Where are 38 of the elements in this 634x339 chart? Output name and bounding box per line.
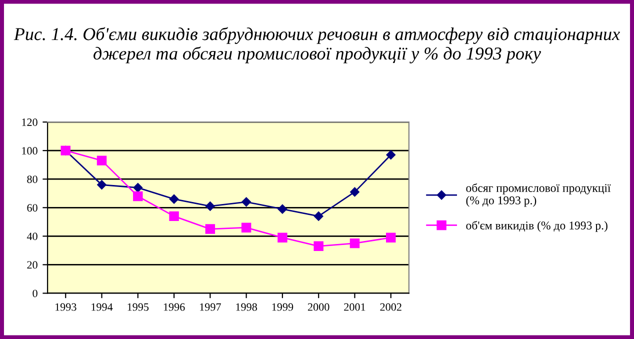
point [278,204,288,214]
point [386,150,396,160]
point [96,156,107,166]
y-tick-label: 120 [22,118,38,126]
point [133,191,143,202]
y-tick-label: 20 [27,261,38,269]
point [205,224,216,234]
x-tick-label: 2002 [380,303,402,311]
point [278,232,288,242]
legend-label: обсяг промислової продукції (% до 1993 р.) [466,183,611,207]
point [386,232,396,242]
y-tick-label: 40 [26,232,38,240]
y-tick-label: 100 [22,147,38,155]
x-tick-label: 1999 [272,303,294,311]
x-tick-label: 1997 [200,303,221,311]
point [314,212,324,221]
point [350,238,360,248]
point [350,187,360,197]
y-tick-label: 0 [32,290,38,298]
x-tick-label: 1993 [55,303,76,311]
x-tick-label: 2000 [308,303,330,311]
x-tick-label: 1994 [92,303,113,311]
legend-label: об'єм викидів (% до 1993 р.) [466,220,608,232]
point [169,211,179,222]
point [169,194,179,204]
point [206,202,215,211]
point [133,183,143,192]
point [314,241,324,252]
point [97,180,106,190]
x-tick-label: 1995 [128,303,149,311]
point [242,197,251,207]
y-tick-label: 80 [27,176,38,184]
x-tick-label: 1996 [164,303,185,311]
x-tick-label: 2001 [344,303,366,311]
x-tick-label: 1998 [236,303,257,311]
y-tick-label: 60 [27,204,38,212]
point [241,222,252,232]
chart-title: Рис. 1.4. Об'єми викидів забруднюючих речовин в атмосферу від стаціонарних джерел та обсяги промислової продукції у % до 1993 року [14,27,620,64]
